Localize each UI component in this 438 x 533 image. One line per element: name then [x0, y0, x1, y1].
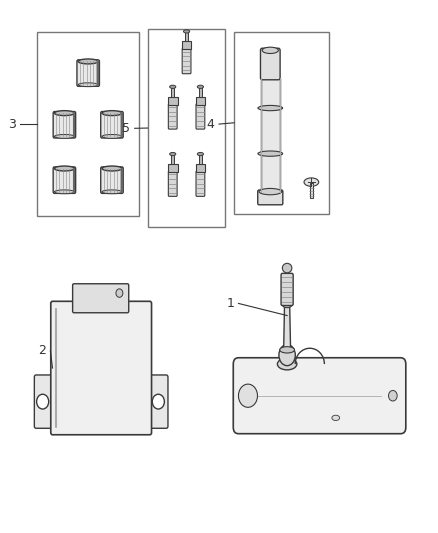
- FancyBboxPatch shape: [101, 167, 123, 193]
- Bar: [261, 108, 280, 154]
- Ellipse shape: [54, 134, 74, 139]
- Circle shape: [116, 289, 123, 297]
- Bar: [182, 41, 191, 50]
- Bar: [234, 32, 329, 214]
- FancyBboxPatch shape: [51, 301, 152, 435]
- Bar: [310, 183, 313, 198]
- FancyBboxPatch shape: [196, 171, 205, 196]
- Ellipse shape: [54, 166, 74, 171]
- FancyBboxPatch shape: [34, 375, 57, 429]
- Text: 4: 4: [207, 118, 215, 131]
- Circle shape: [238, 384, 258, 407]
- FancyBboxPatch shape: [233, 358, 406, 434]
- Ellipse shape: [78, 59, 98, 64]
- FancyBboxPatch shape: [53, 111, 76, 138]
- Ellipse shape: [197, 152, 204, 156]
- Bar: [185, 31, 188, 41]
- Text: 1: 1: [226, 297, 234, 310]
- FancyBboxPatch shape: [73, 284, 129, 313]
- Ellipse shape: [277, 358, 297, 370]
- Text: 2: 2: [38, 344, 46, 358]
- Bar: [199, 87, 202, 96]
- Ellipse shape: [259, 189, 282, 195]
- FancyBboxPatch shape: [53, 167, 76, 193]
- Bar: [261, 154, 280, 191]
- Bar: [199, 154, 202, 164]
- Circle shape: [37, 394, 49, 409]
- Ellipse shape: [102, 190, 122, 193]
- Bar: [148, 29, 226, 227]
- FancyBboxPatch shape: [101, 111, 123, 138]
- FancyBboxPatch shape: [182, 49, 191, 74]
- Circle shape: [152, 394, 164, 409]
- Ellipse shape: [279, 344, 295, 366]
- Bar: [37, 32, 139, 216]
- Polygon shape: [284, 305, 290, 350]
- Ellipse shape: [170, 152, 176, 156]
- Bar: [168, 96, 177, 104]
- Ellipse shape: [258, 151, 283, 156]
- Bar: [195, 96, 205, 104]
- Ellipse shape: [54, 111, 74, 116]
- Text: 5: 5: [122, 122, 131, 135]
- FancyBboxPatch shape: [77, 60, 99, 86]
- Ellipse shape: [102, 134, 122, 139]
- Ellipse shape: [280, 346, 294, 353]
- Ellipse shape: [283, 263, 292, 273]
- Text: 3: 3: [8, 118, 16, 131]
- Ellipse shape: [170, 85, 176, 88]
- Bar: [171, 154, 174, 164]
- Ellipse shape: [283, 302, 292, 308]
- FancyBboxPatch shape: [196, 104, 205, 129]
- Ellipse shape: [102, 111, 122, 116]
- Bar: [261, 78, 280, 108]
- FancyBboxPatch shape: [168, 104, 177, 129]
- Ellipse shape: [78, 83, 98, 87]
- FancyBboxPatch shape: [261, 48, 280, 80]
- Ellipse shape: [54, 190, 74, 193]
- FancyBboxPatch shape: [146, 375, 168, 429]
- Bar: [168, 164, 177, 172]
- Circle shape: [389, 391, 397, 401]
- Ellipse shape: [102, 166, 122, 171]
- Bar: [195, 164, 205, 172]
- Bar: [171, 87, 174, 96]
- Ellipse shape: [197, 85, 204, 88]
- Ellipse shape: [184, 30, 190, 33]
- FancyBboxPatch shape: [281, 273, 293, 305]
- Ellipse shape: [258, 106, 283, 111]
- FancyBboxPatch shape: [258, 190, 283, 205]
- FancyBboxPatch shape: [168, 171, 177, 196]
- Ellipse shape: [304, 178, 319, 187]
- Ellipse shape: [262, 47, 279, 53]
- Ellipse shape: [332, 415, 339, 421]
